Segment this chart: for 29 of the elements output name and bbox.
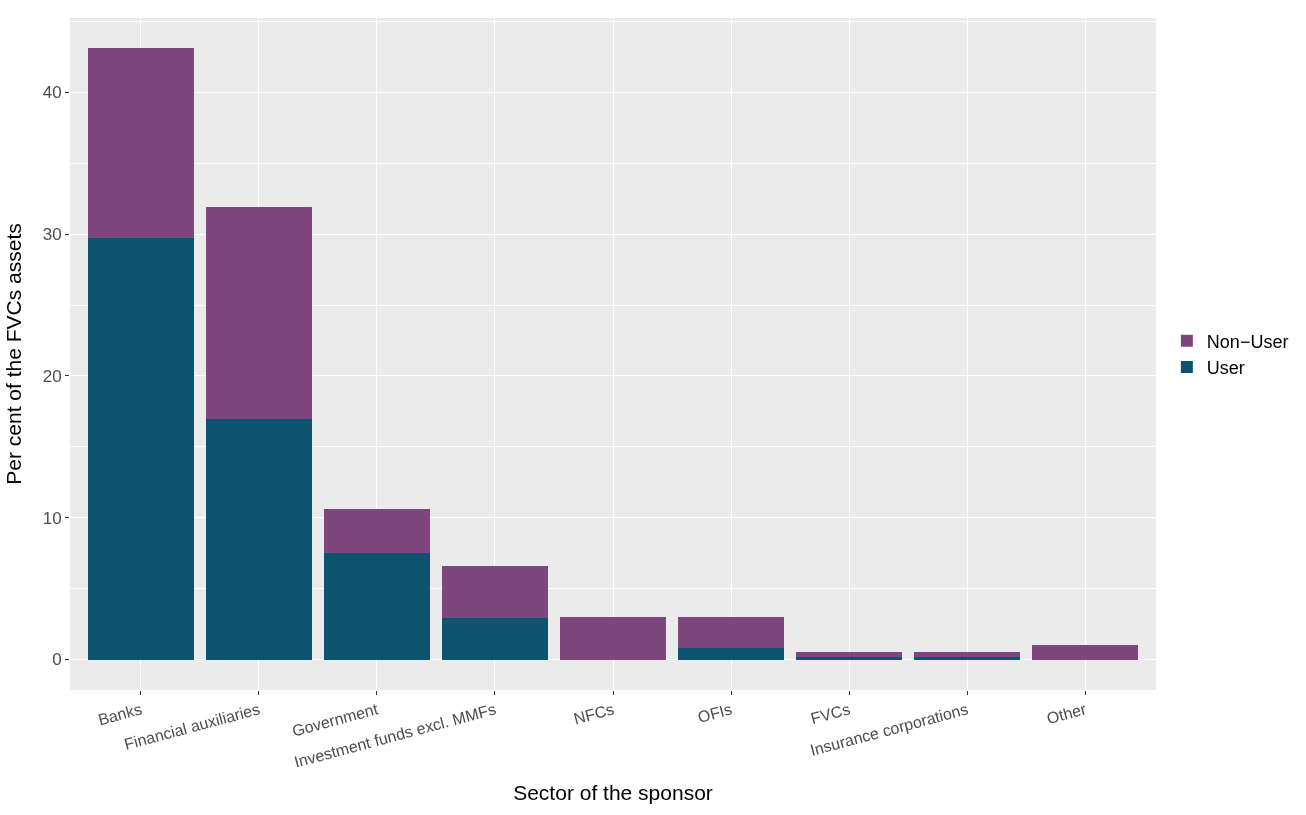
bar	[323, 553, 431, 660]
bar	[87, 238, 194, 660]
bar	[677, 648, 785, 660]
y-tick-label: 20	[42, 366, 62, 386]
bar	[677, 616, 785, 649]
y-tick-label: 0	[52, 650, 62, 670]
bar	[441, 565, 549, 619]
bar	[205, 207, 312, 419]
x-tick-label: NFCs	[571, 700, 616, 728]
legend-label: User	[1206, 358, 1245, 379]
y-axis-title: Per cent of the FVCs assets	[1, 223, 25, 485]
x-axis-title: Sector of the sponsor	[513, 780, 713, 804]
x-tick-label: Other	[1044, 700, 1089, 728]
bar	[87, 48, 194, 239]
x-tick-label: OFIs	[696, 700, 734, 726]
bar	[914, 652, 1021, 657]
bar	[441, 618, 549, 660]
bar	[914, 656, 1021, 660]
y-tick-label: 30	[42, 225, 62, 245]
y-tick-label: 40	[42, 83, 62, 103]
bar	[323, 509, 431, 554]
bar	[205, 418, 312, 660]
y-tick-label: 10	[42, 508, 62, 528]
x-tick-label: FVCs	[808, 700, 852, 728]
bar	[559, 616, 667, 660]
bar	[795, 656, 903, 660]
legend-label: Non−User	[1206, 331, 1289, 352]
bar	[1032, 645, 1139, 660]
bar	[795, 651, 903, 657]
